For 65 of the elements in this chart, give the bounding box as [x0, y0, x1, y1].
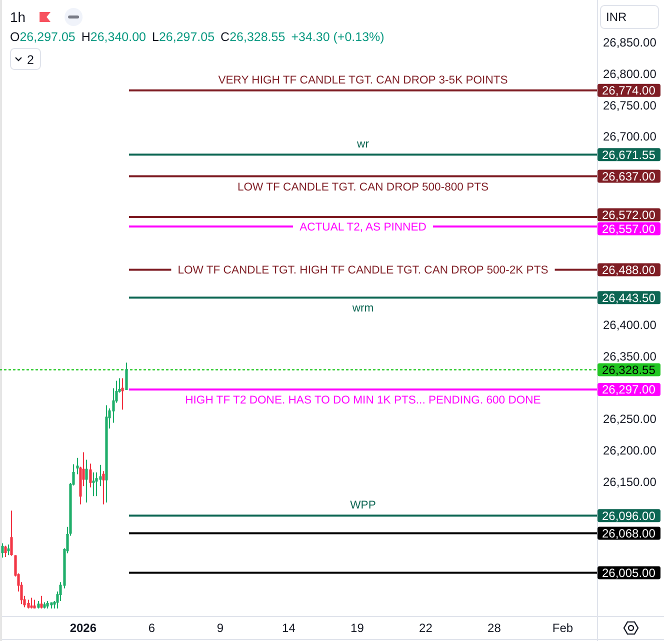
y-tick-label: 26,150.00 — [603, 474, 657, 489]
candlestick — [50, 602, 53, 609]
annotation: +34.30 (+0.13%) — [291, 30, 384, 44]
annotation: C26,328.55 — [220, 30, 286, 44]
candlestick — [92, 472, 95, 497]
annotation: O26,297.05 — [10, 30, 76, 44]
y-tick-label: 26,800.00 — [603, 67, 657, 82]
ref-line-label: wrm — [351, 302, 374, 315]
x-tick-label: 28 — [488, 621, 502, 635]
candlestick — [121, 378, 124, 410]
y-tick-label: 26,350.00 — [603, 349, 657, 364]
ref-line-label: LOW TF CANDLE TGT. CAN DROP 500-800 PTS — [237, 181, 490, 194]
y-tick-label: 26,400.00 — [603, 318, 657, 332]
y-tick-label: 26,850.00 — [603, 36, 657, 50]
y-tick-label: 26,005.00 — [602, 566, 656, 580]
y-tick-label: 26,068.00 — [602, 526, 656, 540]
candlestick — [89, 463, 92, 488]
y-tick-label: 26,700.00 — [603, 130, 657, 144]
annotation: H26,340.00 — [81, 30, 146, 44]
y-tick-label: 26,774.00 — [602, 84, 656, 98]
ref-line-label: LOW TF CANDLE TGT. HIGH TF CANDLE TGT. CAN DROP 500-2K PTS — [178, 264, 549, 277]
y-tick-label: 26,200.00 — [603, 443, 657, 458]
candlestick — [4, 545, 7, 558]
x-tick-label: 22 — [419, 621, 433, 635]
candlestick — [33, 599, 36, 609]
y-tick-label: 26,328.55 — [602, 362, 656, 377]
x-tick-label: 9 — [216, 621, 224, 635]
x-tick-label: 2026 — [70, 621, 97, 635]
y-tick-label: 26,557.00 — [602, 222, 656, 236]
candlestick — [105, 404, 108, 503]
annotation: 2 — [27, 53, 34, 67]
ref-line-label: wr — [356, 138, 370, 151]
annotation: L26,297.05 — [152, 30, 215, 44]
y-tick-label: 26,637.00 — [602, 169, 656, 184]
candlestick — [27, 599, 30, 609]
x-tick-label: Feb — [552, 621, 574, 635]
candlestick — [1, 542, 4, 558]
ref-line-label: ACTUAL T2, AS PINNED — [300, 221, 426, 234]
candlestick — [37, 600, 40, 609]
ref-line-label: WPP — [350, 500, 376, 512]
candlestick — [85, 459, 88, 503]
ref-line-label: VERY HIGH TF CANDLE TGT. CAN DROP 3-5K POINTS — [218, 74, 508, 86]
candlestick — [125, 362, 128, 390]
candlestick — [76, 457, 79, 475]
candlestick — [43, 602, 46, 609]
y-tick-label: 26,443.50 — [602, 290, 656, 305]
candlestick — [46, 600, 49, 609]
y-tick-label: 26,572.00 — [602, 208, 656, 222]
text: 1h — [10, 9, 26, 25]
candlestick — [40, 595, 43, 609]
candlestick — [102, 470, 105, 505]
x-tick-label: 14 — [282, 621, 296, 635]
y-axis-title: INR — [606, 10, 627, 24]
candlestick — [10, 510, 13, 556]
y-tick-label: 26,096.00 — [602, 508, 656, 523]
x-tick-label: 6 — [148, 621, 156, 635]
y-tick-label: 26,488.00 — [602, 262, 656, 277]
y-tick-label: 26,250.00 — [603, 412, 657, 426]
x-tick-label: 19 — [350, 621, 364, 635]
y-tick-label: 26,297.00 — [602, 382, 656, 397]
candlestick — [30, 597, 33, 609]
ref-line-label: HIGH TF T2 DONE. HAS TO DO MIN 1K PTS... PENDING. 600 DONE — [185, 394, 542, 407]
candlestick — [7, 544, 10, 556]
y-tick-label: 26,750.00 — [603, 98, 657, 112]
y-tick-label: 26,671.55 — [602, 148, 656, 162]
